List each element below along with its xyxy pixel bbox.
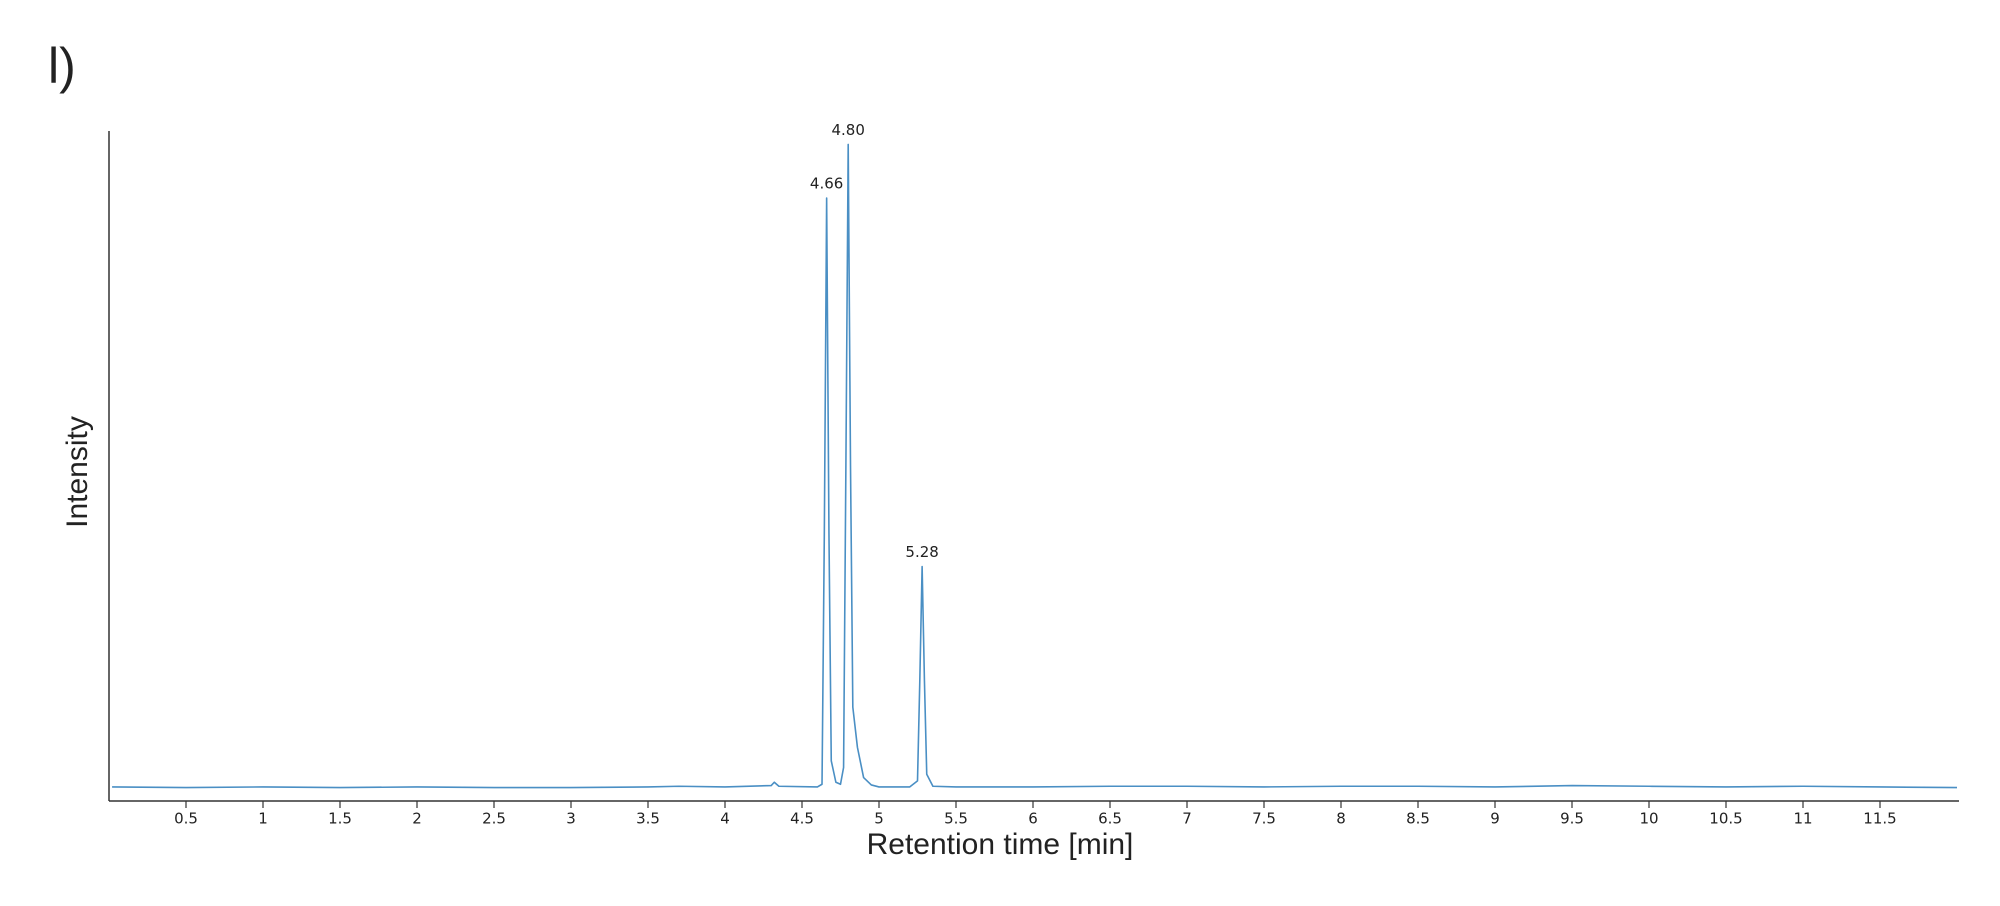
chromatogram-line bbox=[112, 143, 1958, 789]
x-tick-label: 5.5 bbox=[944, 810, 968, 828]
x-tick-label: 2 bbox=[412, 810, 422, 828]
x-tick-label: 9 bbox=[1490, 810, 1500, 828]
peak-label: 4.66 bbox=[810, 175, 843, 193]
x-tick-label: 8.5 bbox=[1406, 810, 1430, 828]
peak-label: 4.80 bbox=[831, 121, 864, 139]
x-tick-label: 0.5 bbox=[174, 810, 198, 828]
x-tick-label: 8 bbox=[1336, 810, 1346, 828]
x-tick-label: 11 bbox=[1793, 810, 1812, 828]
x-tick-label: 1 bbox=[258, 810, 268, 828]
x-tick-label: 2.5 bbox=[482, 810, 506, 828]
panel-label: l) bbox=[48, 38, 76, 94]
x-axis-title: Retention time [min] bbox=[867, 828, 1134, 861]
x-tick-label: 6.5 bbox=[1098, 810, 1122, 828]
x-tick-label: 10 bbox=[1639, 810, 1658, 828]
x-tick-label: 9.5 bbox=[1560, 810, 1584, 828]
x-tick-label: 11.5 bbox=[1863, 810, 1896, 828]
x-tick-label: 3.5 bbox=[636, 810, 660, 828]
peak-label: 5.28 bbox=[905, 543, 938, 561]
y-axis-title: Intensity bbox=[61, 416, 94, 528]
x-tick-label: 5 bbox=[874, 810, 884, 828]
x-tick-label: 6 bbox=[1028, 810, 1038, 828]
x-tick-label: 3 bbox=[566, 810, 576, 828]
x-tick-label: 10.5 bbox=[1709, 810, 1742, 828]
x-tick-label: 7.5 bbox=[1252, 810, 1276, 828]
x-tick-label: 4 bbox=[720, 810, 730, 828]
x-tick-label: 1.5 bbox=[328, 810, 352, 828]
x-tick-label: 4.5 bbox=[790, 810, 814, 828]
x-tick-label: 7 bbox=[1182, 810, 1192, 828]
